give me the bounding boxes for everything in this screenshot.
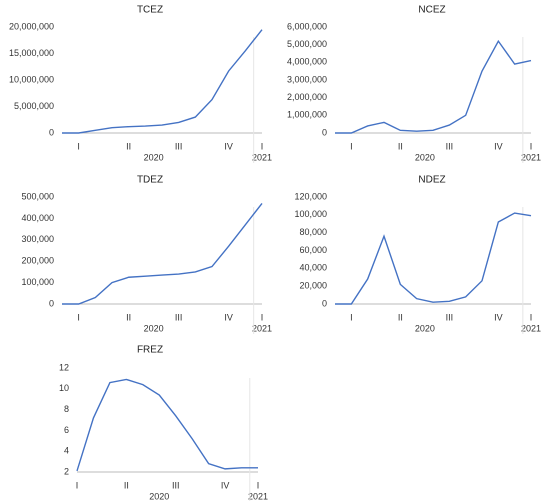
line-series xyxy=(62,202,263,305)
x-tick-label: I xyxy=(77,312,80,322)
x-tick-label: III xyxy=(446,312,454,322)
y-tick-label: 0 xyxy=(49,298,54,308)
y-tick-label: 5,000,000 xyxy=(14,101,54,111)
y-tick-label: 12 xyxy=(59,362,69,372)
y-tick-label: 0 xyxy=(322,127,327,137)
y-tick-label: 4,000,000 xyxy=(287,57,327,67)
year-label: 2020 xyxy=(415,152,435,162)
x-tick-label: I xyxy=(261,141,264,151)
y-tick-label: 300,000 xyxy=(21,234,54,244)
y-tick-label: 15,000,000 xyxy=(9,48,54,58)
y-tick-label: 5,000,000 xyxy=(287,39,327,49)
line-series xyxy=(76,378,258,472)
year-label: 2021 xyxy=(248,491,268,501)
chart-title: TCEZ xyxy=(137,5,163,16)
y-tick-label: 100,000 xyxy=(294,209,327,219)
y-tick-label: 100,000 xyxy=(21,277,54,287)
line-series xyxy=(335,212,532,305)
x-tick-label: IV xyxy=(494,141,503,151)
x-tick-label: III xyxy=(446,141,454,151)
y-tick-label: 3,000,000 xyxy=(287,74,327,84)
y-tick-label: 120,000 xyxy=(294,191,327,201)
x-tick-label: I xyxy=(76,480,79,490)
y-tick-label: 80,000 xyxy=(299,227,327,237)
x-tick-label: III xyxy=(175,312,183,322)
x-tick-label: III xyxy=(172,480,180,490)
y-tick-label: 4 xyxy=(64,446,69,456)
year-label: 2021 xyxy=(252,323,272,333)
x-tick-label: II xyxy=(126,312,131,322)
y-tick-label: 0 xyxy=(49,127,54,137)
x-tick-label: IV xyxy=(221,480,230,490)
x-tick-label: I xyxy=(257,480,260,490)
x-tick-label: I xyxy=(530,141,533,151)
y-tick-label: 6 xyxy=(64,425,69,435)
year-label: 2020 xyxy=(144,152,164,162)
line-series xyxy=(335,39,532,134)
y-tick-label: 6,000,000 xyxy=(287,21,327,31)
year-label: 2021 xyxy=(521,152,541,162)
x-tick-label: I xyxy=(77,141,80,151)
x-tick-label: IV xyxy=(494,312,503,322)
chart-title: NDEZ xyxy=(418,175,445,186)
x-tick-label: IV xyxy=(224,312,233,322)
chart-title: TDEZ xyxy=(137,175,163,186)
year-label: 2020 xyxy=(149,491,169,501)
year-label: 2021 xyxy=(521,323,541,333)
x-tick-label: I xyxy=(530,312,533,322)
y-tick-label: 1,000,000 xyxy=(287,110,327,120)
year-label: 2021 xyxy=(252,152,272,162)
y-tick-label: 400,000 xyxy=(21,213,54,223)
year-label: 2020 xyxy=(415,323,435,333)
y-tick-label: 10 xyxy=(59,383,69,393)
x-tick-label: III xyxy=(175,141,183,151)
y-tick-label: 500,000 xyxy=(21,191,54,201)
y-tick-label: 8 xyxy=(64,404,69,414)
x-tick-label: II xyxy=(398,141,403,151)
y-tick-label: 60,000 xyxy=(299,245,327,255)
x-tick-label: II xyxy=(124,480,129,490)
year-label: 2020 xyxy=(144,323,164,333)
y-tick-label: 40,000 xyxy=(299,263,327,273)
y-tick-label: 0 xyxy=(322,298,327,308)
chart-title: NCEZ xyxy=(418,5,445,16)
chart-title: FREZ xyxy=(137,345,163,356)
y-tick-label: 20,000,000 xyxy=(9,21,54,31)
x-tick-label: I xyxy=(350,141,353,151)
y-tick-label: 2,000,000 xyxy=(287,92,327,102)
line-series xyxy=(62,29,263,134)
x-tick-label: I xyxy=(261,312,264,322)
y-tick-label: 2 xyxy=(64,466,69,476)
x-tick-label: II xyxy=(126,141,131,151)
x-tick-label: IV xyxy=(224,141,233,151)
y-tick-label: 20,000 xyxy=(299,281,327,291)
x-tick-label: I xyxy=(350,312,353,322)
x-tick-label: II xyxy=(398,312,403,322)
y-tick-label: 10,000,000 xyxy=(9,74,54,84)
y-tick-label: 200,000 xyxy=(21,256,54,266)
